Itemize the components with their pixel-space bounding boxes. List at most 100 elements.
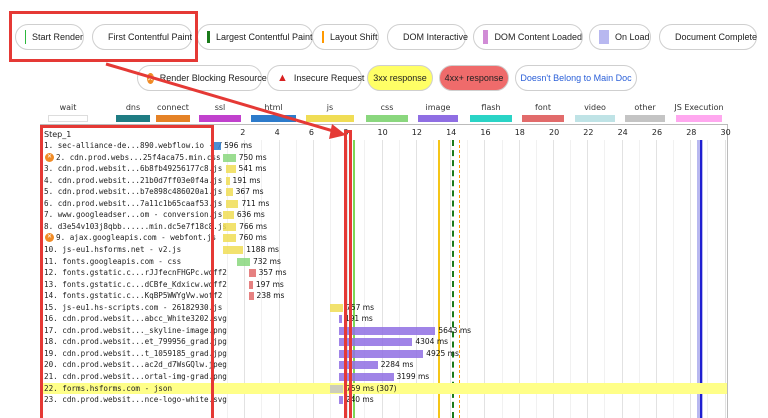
request-label[interactable]: 23. cdn.prod.websit...nce-logo-white.svg: [44, 395, 227, 405]
filter-document-complete[interactable]: Document Complete: [659, 24, 757, 50]
request-label[interactable]: 15. js-eu1.hs-scripts.com - 26182930.js: [44, 302, 223, 312]
request-bar[interactable]: [338, 373, 394, 381]
request-duration: 197 ms: [255, 279, 284, 289]
filter-label: Doesn't Belong to Main Doc: [520, 73, 632, 83]
request-bar[interactable]: [330, 303, 344, 312]
request-label[interactable]: 5. cdn.prod.websit...b7e898c486020a1.js: [44, 187, 223, 197]
filter-first-contentful-paint[interactable]: First Contentful Paint: [92, 24, 192, 50]
request-duration: 766 ms: [239, 221, 267, 231]
request-label[interactable]: 16. cdn.prod.websit...abcc_White3202.svg: [44, 314, 227, 324]
filter-start-render[interactable]: Start Render: [15, 24, 84, 50]
request-label[interactable]: 12. fonts.gstatic.c...rJJfecnFHGPc.woff2: [44, 268, 227, 278]
request-label[interactable]: 20. cdn.prod.websit...ac2d_d7WsGQlw.jpeg: [44, 360, 227, 370]
filter-layout-shift[interactable]: Layout Shift: [312, 24, 379, 50]
dom-content-loaded-marker: [483, 30, 489, 44]
on-load-marker: [599, 30, 609, 44]
request-label[interactable]: 10. js-eu1.hsforms.net - v2.js: [44, 244, 182, 254]
request-bar[interactable]: [237, 257, 250, 266]
request-label[interactable]: 14. fonts.gstatic.c...KqBP5WWYgVw.woff2: [44, 291, 223, 301]
request-bar[interactable]: [226, 176, 230, 185]
gridline: [330, 140, 332, 418]
filter-label: Insecure Request: [293, 73, 365, 83]
request-bar[interactable]: [222, 153, 236, 162]
gridline: [690, 140, 692, 418]
request-bar[interactable]: [222, 222, 237, 231]
request-bar[interactable]: [330, 384, 344, 393]
request-bar[interactable]: [226, 165, 236, 174]
request-bar[interactable]: [226, 188, 233, 197]
request-label[interactable]: 3. cdn.prod.websit...6b8fb49256177c8.js: [44, 164, 223, 174]
request-label[interactable]: 2. cdn.prod.webs...25f4aca75.min.css: [56, 152, 221, 162]
milestone-line: [700, 140, 703, 418]
gridline: [518, 140, 520, 418]
filter-label: Largest Contentful Paint: [216, 32, 313, 42]
request-bar[interactable]: [338, 396, 343, 405]
request-label[interactable]: 1. sec-alliance-de...890.webflow.io - /: [44, 141, 223, 150]
request-bar[interactable]: [249, 280, 253, 289]
filter-3xx-response[interactable]: 3xx response: [367, 65, 433, 91]
request-label[interactable]: 6. cdn.prod.websit...7a11c1b65caaf53.js: [44, 198, 223, 208]
tick-label: 10: [377, 128, 388, 137]
filter-label: 4xx+ response: [444, 73, 504, 83]
request-label[interactable]: 18. cdn.prod.websit...et_799956_grad.jpg: [44, 337, 227, 347]
tick-label: 24: [617, 128, 628, 137]
gridline: [553, 140, 554, 418]
gridline: [261, 140, 263, 418]
legend-swatch: [156, 115, 190, 122]
tick-label: 14: [446, 128, 457, 137]
filter-not-main-doc[interactable]: Doesn't Belong to Main Doc: [515, 65, 637, 91]
legend-swatch: [470, 115, 512, 122]
request-label[interactable]: 13. fonts.gstatic.c...dCBfe_Kdxicw.woff2: [44, 279, 227, 289]
request-label[interactable]: 9. ajax.googleapis.com - webfont.js: [56, 233, 217, 243]
gridline: [655, 140, 657, 418]
request-duration: 757 ms: [346, 302, 374, 312]
tick-label: 30: [720, 128, 731, 137]
request-duration: 191 ms: [232, 175, 261, 185]
legend-swatch: [251, 115, 296, 122]
filter-4xx-response[interactable]: 4xx+ response: [439, 65, 509, 91]
request-bar[interactable]: [338, 361, 378, 370]
request-bar[interactable]: [338, 326, 436, 335]
tick-label: 22: [583, 128, 594, 137]
request-bar[interactable]: [338, 338, 413, 347]
request-bar[interactable]: [222, 211, 234, 220]
request-duration: 1188 ms: [246, 244, 279, 254]
filter-label: Document Complete: [675, 32, 758, 42]
block-icon: ✕: [45, 233, 54, 243]
layout-shift-marker: [322, 31, 324, 43]
gridline: [501, 140, 503, 418]
gridline: [415, 140, 417, 418]
request-bar[interactable]: [338, 349, 424, 358]
filter-dom-interactive[interactable]: DOM Interactive: [387, 24, 468, 50]
request-duration: 711 ms: [241, 198, 270, 208]
request-duration: 2284 ms: [380, 360, 414, 370]
request-label[interactable]: 4. cdn.prod.websit...21b0d7ff03e0f4a.js: [44, 175, 223, 185]
request-label[interactable]: 22. forms.hsforms.com - json: [44, 383, 173, 393]
gridline: [621, 140, 623, 418]
tick-label: 26: [651, 128, 663, 137]
request-duration: 238 ms: [256, 291, 285, 301]
request-bar[interactable]: [222, 245, 244, 254]
request-bar[interactable]: [338, 315, 342, 324]
request-duration: 596 ms: [224, 141, 253, 150]
request-bar[interactable]: [249, 292, 254, 301]
request-label[interactable]: 21. cdn.prod.websit...ortal-img-grad.png: [44, 372, 227, 381]
request-bar[interactable]: [210, 142, 222, 150]
request-bar[interactable]: [249, 269, 256, 278]
filter-dom-content-loaded[interactable]: DOM Content Loaded: [473, 24, 583, 50]
request-label[interactable]: 17. cdn.prod.websit..._skyline-image.png: [44, 325, 227, 335]
annotation-box-start-render: [344, 130, 352, 418]
row-highlight: [41, 382, 727, 394]
request-bar[interactable]: [222, 234, 236, 243]
request-duration: 357 ms: [258, 268, 287, 278]
request-label[interactable]: 7. www.googleadser...om - conversion.js: [44, 210, 223, 220]
request-bar[interactable]: [226, 199, 239, 208]
tick-label: 20: [549, 128, 560, 137]
gridline: [432, 140, 434, 418]
filter-on-load[interactable]: On Load: [589, 24, 651, 50]
tick-label: 18: [514, 128, 525, 137]
request-label[interactable]: 8. d3e54v103j8qbb......min.dc5e7f18c8.js: [44, 221, 227, 231]
request-label[interactable]: 11. fonts.googleapis.com - css: [44, 256, 182, 266]
filter-insecure-request[interactable]: ▲ Insecure Request: [267, 65, 365, 91]
request-label[interactable]: 19. cdn.prod.websit...t_1059185_grad.jpg: [44, 348, 227, 358]
